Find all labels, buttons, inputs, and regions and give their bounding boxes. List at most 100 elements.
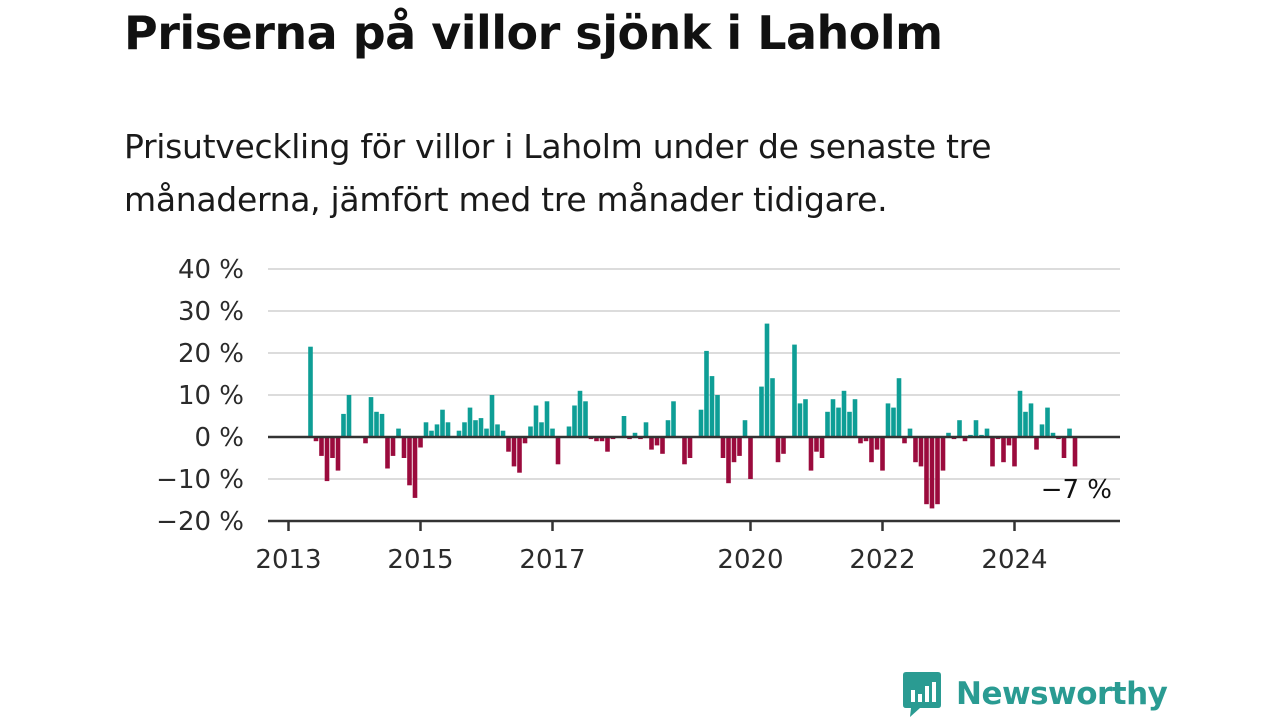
y-tick-label: 10 % xyxy=(178,381,244,411)
bar xyxy=(797,403,803,437)
bar xyxy=(385,437,390,469)
bar xyxy=(363,437,368,444)
bar xyxy=(605,437,610,452)
bar xyxy=(748,437,753,479)
y-tick-label: 0 % xyxy=(194,423,244,453)
bar xyxy=(973,420,979,437)
bar xyxy=(863,437,869,442)
bar xyxy=(896,378,902,437)
bar xyxy=(313,437,319,442)
bar xyxy=(1072,437,1078,467)
bar xyxy=(731,437,737,463)
bar xyxy=(687,437,693,458)
bar xyxy=(984,428,990,437)
bar xyxy=(577,390,583,437)
x-axis-labels: 2013 2015 2017 2020 2022 2024 xyxy=(255,545,1047,575)
bar xyxy=(698,409,704,437)
bar xyxy=(907,428,913,437)
bar xyxy=(869,437,874,463)
bar xyxy=(764,323,770,437)
newsworthy-logo: Newsworthy xyxy=(902,670,1168,718)
bar xyxy=(478,418,484,437)
bar xyxy=(1017,390,1023,437)
bar xyxy=(775,437,781,463)
bar xyxy=(946,432,951,437)
bar xyxy=(533,405,539,437)
bar xyxy=(819,437,825,458)
bar xyxy=(330,437,335,458)
x-tick-label: 2013 xyxy=(255,545,321,575)
bar xyxy=(440,409,445,437)
bar xyxy=(594,437,599,442)
y-tick-label: 40 % xyxy=(178,255,244,285)
chart-title: Priserna på villor sjönk i Laholm xyxy=(124,6,943,60)
bar xyxy=(423,422,429,437)
bar xyxy=(555,437,561,465)
bar xyxy=(599,437,605,442)
bar xyxy=(319,437,324,456)
bar xyxy=(335,437,341,471)
y-tick-label: −10 % xyxy=(156,465,244,495)
bar xyxy=(522,437,528,444)
bar xyxy=(885,403,891,437)
bar xyxy=(913,437,918,463)
bar xyxy=(1050,432,1056,437)
bar xyxy=(852,399,858,437)
bar xyxy=(880,437,885,471)
bar xyxy=(379,413,385,437)
bar xyxy=(346,395,352,437)
bar xyxy=(830,399,836,437)
bar xyxy=(412,437,418,498)
bar xyxy=(935,437,940,505)
bar xyxy=(643,422,649,437)
bar xyxy=(990,437,995,467)
bar xyxy=(434,424,440,437)
bar xyxy=(962,437,968,442)
bar xyxy=(429,430,434,437)
bar xyxy=(682,437,687,465)
bar xyxy=(720,437,726,458)
bar xyxy=(709,376,715,437)
bar xyxy=(1028,403,1034,437)
bar xyxy=(418,437,423,448)
bar xyxy=(467,407,473,437)
bar xyxy=(489,395,495,437)
last-value-label: −7 % xyxy=(1041,475,1112,505)
bar xyxy=(665,420,671,437)
bar xyxy=(924,437,929,505)
bar xyxy=(803,399,808,437)
bar xyxy=(940,437,946,471)
bar xyxy=(737,437,742,456)
bar xyxy=(566,426,572,437)
bar xyxy=(407,437,412,486)
bar xyxy=(704,350,709,437)
bar xyxy=(726,437,731,484)
axes xyxy=(268,435,1120,531)
bar xyxy=(858,437,863,444)
bar xyxy=(308,346,313,437)
x-tick-label: 2020 xyxy=(717,545,783,575)
bar xyxy=(1045,407,1050,437)
bar xyxy=(396,428,401,437)
x-tick-label: 2024 xyxy=(981,545,1047,575)
bar xyxy=(462,422,467,437)
bar xyxy=(918,437,924,467)
bar xyxy=(814,437,819,452)
bar xyxy=(500,430,506,437)
bar xyxy=(445,422,451,437)
bar xyxy=(759,386,764,437)
bar xyxy=(957,420,962,437)
bars xyxy=(308,323,1078,509)
bar xyxy=(341,413,346,437)
y-tick-label: −20 % xyxy=(156,507,244,537)
bar xyxy=(550,428,555,437)
bar xyxy=(770,378,775,437)
bar xyxy=(583,401,588,437)
bar xyxy=(1067,428,1072,437)
bar xyxy=(671,401,676,437)
bar xyxy=(808,437,814,471)
bar xyxy=(544,401,550,437)
bar xyxy=(792,344,797,437)
bar xyxy=(506,437,511,452)
bar xyxy=(1012,437,1017,467)
